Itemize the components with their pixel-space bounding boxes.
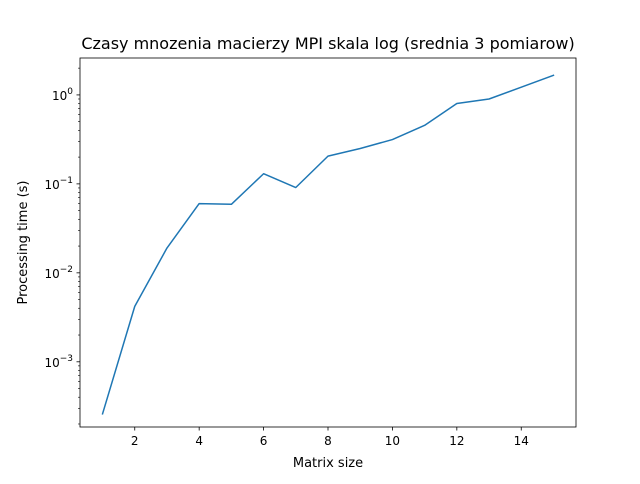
axes-frame: [79, 57, 577, 428]
series-layer: [101, 74, 555, 415]
x-tick-label: 6: [260, 434, 268, 448]
y-axis-label: Processing time (s): [16, 181, 31, 305]
x-tick-label: 10: [385, 434, 400, 448]
chart-title: Czasy mnozenia macierzy MPI skala log (s…: [81, 34, 574, 53]
x-axis: 2 4 6 8 10 12 14: [131, 427, 529, 448]
y-tick-label: 100: [52, 87, 73, 103]
x-tick-label: 12: [449, 434, 464, 448]
y-tick-label: 10−1: [44, 176, 73, 192]
series-line: [101, 74, 555, 415]
x-tick-label: 4: [195, 434, 203, 448]
y-tick-label: 10−2: [44, 265, 73, 281]
x-axis-label: Matrix size: [293, 456, 363, 471]
y-axis: 10−3 10−2 10−1 100: [44, 67, 80, 425]
x-tick-label: 8: [324, 434, 332, 448]
x-tick-label: 2: [131, 434, 139, 448]
x-tick-label: 14: [514, 434, 529, 448]
y-tick-label: 10−3: [44, 354, 73, 370]
